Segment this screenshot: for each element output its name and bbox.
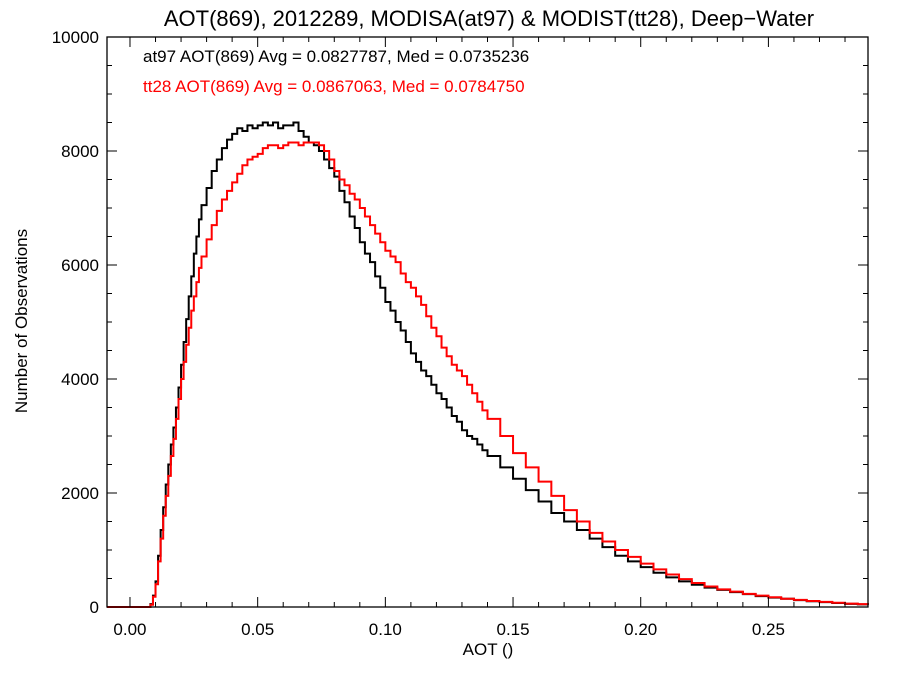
x-tick-label: 0.25	[752, 620, 785, 639]
annotation-at97: at97 AOT(869) Avg = 0.0827787, Med = 0.0…	[143, 47, 529, 66]
series-line-0	[107, 121, 869, 608]
y-axis-label: Number of Observations	[12, 229, 31, 413]
x-axis-label: AOT ()	[463, 640, 514, 659]
x-tick-label: 0.15	[496, 620, 529, 639]
x-tick-label: 0.00	[113, 620, 146, 639]
x-tick-label: 0.10	[369, 620, 402, 639]
y-tick-label: 8000	[61, 142, 99, 161]
x-tick-label: 0.05	[241, 620, 274, 639]
ticks-layer: 0.00 0.05 0.10 0.15 0.20 0.25 0 2000 4000 6000 800…	[52, 28, 868, 639]
series-line-1	[107, 141, 869, 608]
y-tick-label: 2000	[61, 484, 99, 503]
y-tick-label: 0	[90, 598, 99, 617]
y-tick-label: 6000	[61, 256, 99, 275]
y-tick-label: 10000	[52, 28, 99, 47]
annotation-tt28: tt28 AOT(869) Avg = 0.0867063, Med = 0.0…	[143, 77, 525, 96]
chart-title: AOT(869), 2012289, MODISA(at97) & MODIST…	[164, 6, 814, 31]
y-tick-label: 4000	[61, 370, 99, 389]
x-tick-label: 0.20	[624, 620, 657, 639]
series-layer	[107, 121, 869, 608]
plot-frame	[106, 36, 869, 608]
